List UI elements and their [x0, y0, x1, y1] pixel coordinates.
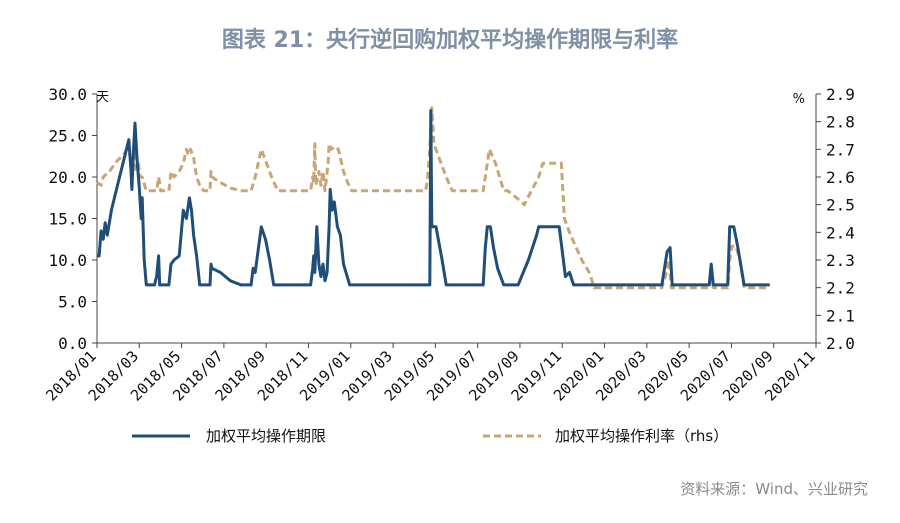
- legend: 加权平均操作期限 加权平均操作利率（rhs）: [132, 427, 728, 445]
- y-left-tick-label: 30.0: [48, 85, 87, 104]
- y-left-tick-label: 0.0: [58, 334, 87, 353]
- y-right-tick-label: 2.0: [826, 334, 855, 353]
- y-right-tick-label: 2.7: [826, 140, 855, 159]
- y-left-tick-label: 10.0: [48, 251, 87, 270]
- y-right-tick-label: 2.3: [826, 251, 855, 270]
- y-right-tick-label: 2.1: [826, 306, 855, 325]
- chart-title: 图表 21：央行逆回购加权平均操作期限与利率: [222, 27, 678, 53]
- y-right-tick-label: 2.9: [826, 85, 855, 104]
- y-axis-left-ticks: 30.0 25.0 20.0 15.0 10.0 5.0 0.0: [48, 85, 97, 353]
- plot-area: 30.025.020.015.010.05.00.0 2.92.82.72.62…: [42, 85, 855, 405]
- y-axis-right-ticks: 2.9 2.8 2.7 2.6 2.5 2.4 2.3 2.2 2.1 2.0: [816, 85, 855, 353]
- y-right-tick-label: 2.8: [826, 113, 855, 132]
- y-right-tick-label: 2.6: [826, 168, 855, 187]
- y-axis-right-unit: %: [793, 92, 805, 107]
- y-axis-left-unit: 天: [96, 90, 109, 105]
- y-left-tick-label: 15.0: [48, 210, 87, 229]
- legend-label-duration: 加权平均操作期限: [206, 427, 326, 445]
- series-layer: [96, 106, 770, 290]
- series-line-duration: [97, 109, 770, 287]
- source-note: 资料来源：Wind、兴业研究: [680, 480, 868, 498]
- legend-label-rate: 加权平均操作利率（rhs）: [555, 427, 728, 445]
- y-left-tick-label: 20.0: [48, 168, 87, 187]
- y-right-tick-label: 2.5: [826, 196, 855, 215]
- series-line-rate: [96, 106, 770, 290]
- y-left-tick-label: 25.0: [48, 127, 87, 146]
- y-left-tick-label: 5.0: [58, 293, 87, 312]
- y-right-tick-label: 2.4: [826, 223, 855, 242]
- x-axis-ticks: 2018/012018/032018/052018/072018/092018/…: [42, 343, 819, 405]
- y-right-tick-label: 2.2: [826, 279, 855, 298]
